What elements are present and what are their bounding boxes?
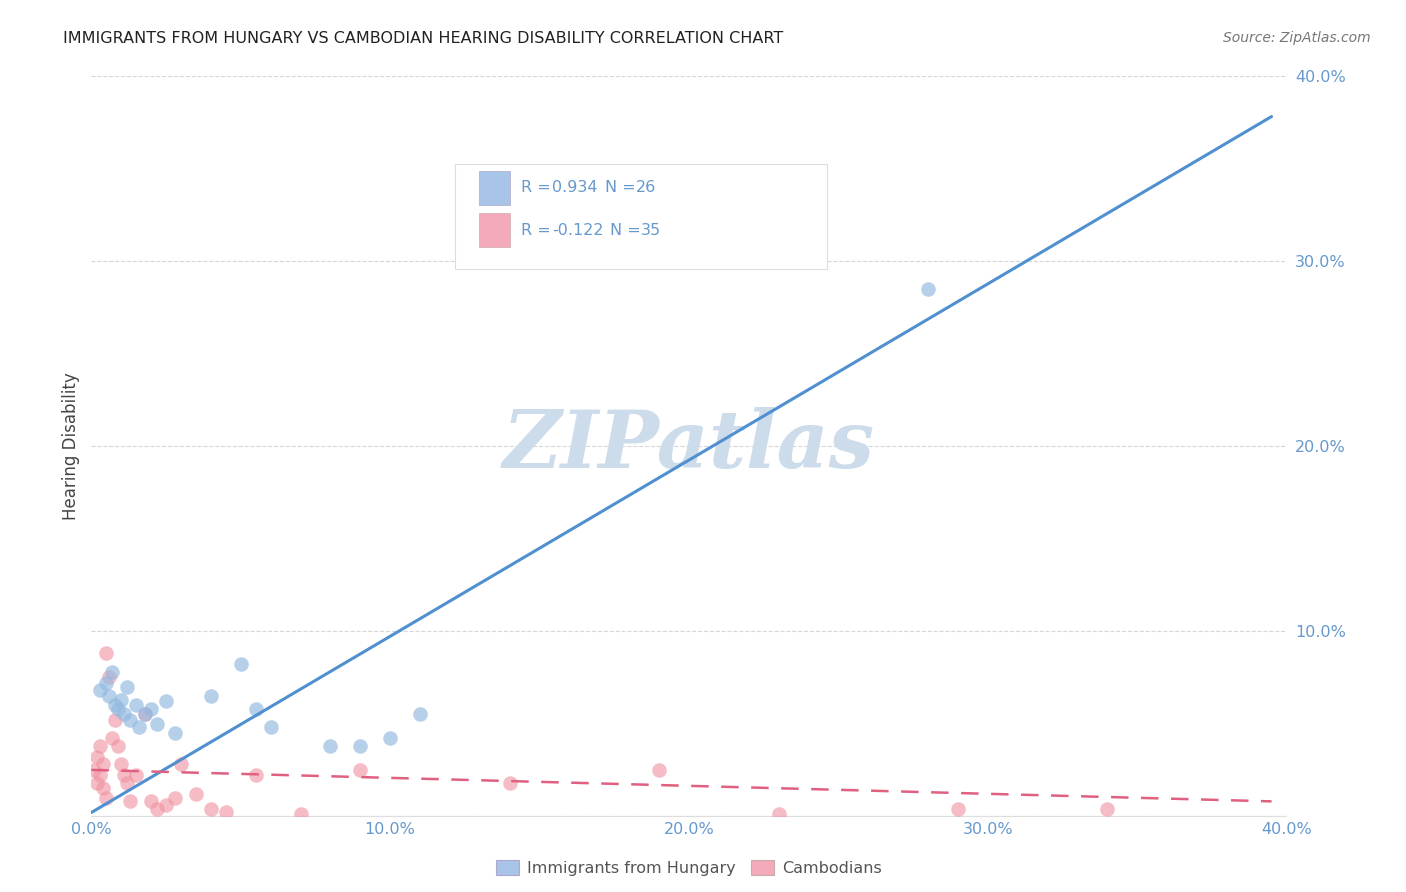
- Text: 0.934: 0.934: [553, 180, 598, 195]
- Point: [125, 698, 148, 712]
- Point: [98, 689, 121, 703]
- Point: [134, 707, 156, 722]
- Text: R =: R =: [522, 180, 555, 195]
- Point: [112, 707, 135, 722]
- Point: [96, 790, 118, 805]
- Point: [245, 702, 267, 716]
- Point: [110, 692, 132, 706]
- Point: [290, 807, 312, 822]
- Point: [146, 802, 169, 816]
- Point: [146, 716, 169, 731]
- Point: [163, 726, 186, 740]
- Point: [141, 702, 163, 716]
- Point: [110, 757, 132, 772]
- Text: ZIPatlas: ZIPatlas: [503, 408, 875, 484]
- Point: [349, 739, 371, 753]
- Point: [98, 670, 121, 684]
- Point: [245, 768, 267, 782]
- Point: [104, 698, 127, 712]
- Point: [101, 731, 124, 746]
- Point: [1097, 802, 1119, 816]
- Point: [115, 680, 138, 694]
- Point: [125, 768, 148, 782]
- Point: [184, 787, 207, 801]
- Text: Source: ZipAtlas.com: Source: ZipAtlas.com: [1223, 31, 1371, 45]
- Point: [648, 763, 671, 777]
- Point: [107, 739, 129, 753]
- Text: 35: 35: [641, 223, 661, 238]
- Point: [115, 776, 138, 790]
- Point: [380, 731, 402, 746]
- Point: [259, 720, 281, 734]
- Point: [946, 802, 969, 816]
- Point: [86, 750, 108, 764]
- Point: [93, 757, 115, 772]
- Y-axis label: Hearing Disability: Hearing Disability: [62, 372, 80, 520]
- Point: [89, 768, 111, 782]
- Point: [120, 794, 142, 808]
- Legend: Immigrants from Hungary, Cambodians: Immigrants from Hungary, Cambodians: [489, 854, 889, 882]
- Point: [163, 790, 186, 805]
- Point: [170, 757, 193, 772]
- Text: R =: R =: [522, 223, 555, 238]
- Point: [409, 707, 432, 722]
- Point: [120, 713, 142, 727]
- Point: [93, 781, 115, 796]
- Text: IMMIGRANTS FROM HUNGARY VS CAMBODIAN HEARING DISABILITY CORRELATION CHART: IMMIGRANTS FROM HUNGARY VS CAMBODIAN HEA…: [63, 31, 783, 46]
- Text: N =: N =: [610, 223, 645, 238]
- Point: [768, 807, 790, 822]
- Point: [89, 739, 111, 753]
- Point: [89, 683, 111, 698]
- Point: [101, 665, 124, 679]
- Point: [104, 713, 127, 727]
- Point: [155, 694, 177, 708]
- Point: [128, 720, 150, 734]
- Point: [200, 689, 222, 703]
- Point: [349, 763, 371, 777]
- Text: N =: N =: [606, 180, 641, 195]
- Point: [200, 802, 222, 816]
- Point: [96, 646, 118, 660]
- Point: [917, 282, 939, 296]
- Point: [229, 657, 252, 672]
- Point: [83, 763, 105, 777]
- Point: [319, 739, 342, 753]
- Point: [134, 707, 156, 722]
- Text: 26: 26: [637, 180, 657, 195]
- Point: [86, 776, 108, 790]
- Point: [499, 776, 522, 790]
- Point: [215, 805, 238, 820]
- Point: [107, 702, 129, 716]
- Point: [112, 768, 135, 782]
- Point: [96, 676, 118, 690]
- Point: [155, 798, 177, 813]
- Point: [141, 794, 163, 808]
- Text: -0.122: -0.122: [553, 223, 603, 238]
